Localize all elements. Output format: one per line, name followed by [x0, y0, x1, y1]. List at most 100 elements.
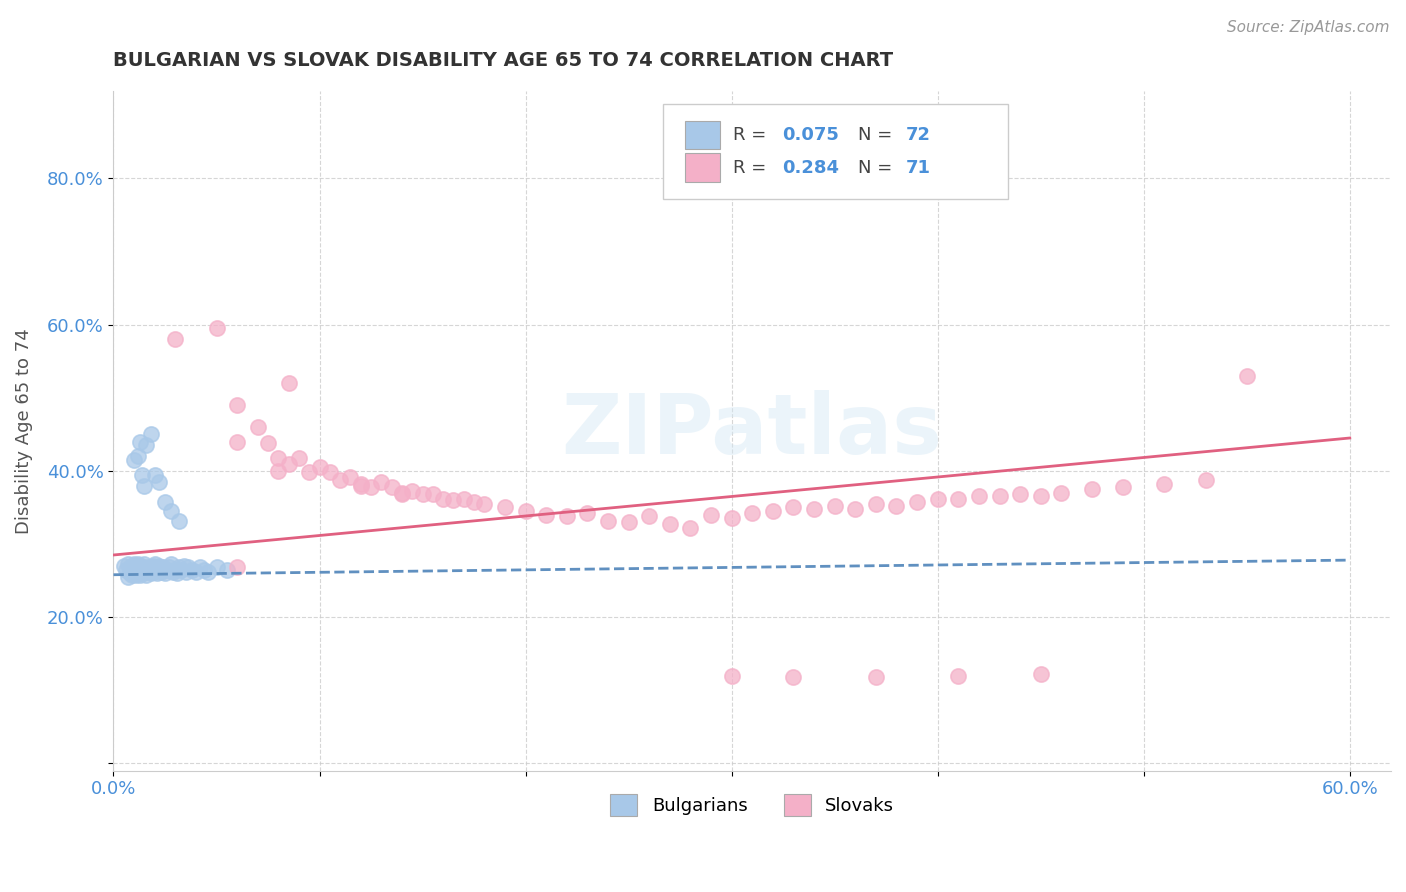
Point: [967, 490, 990, 504]
FancyBboxPatch shape: [662, 104, 1008, 200]
Point: [121, 563, 143, 577]
Point: [391, 486, 413, 500]
Point: [122, 453, 145, 467]
Point: [463, 494, 485, 508]
Point: [173, 558, 195, 573]
Point: [865, 497, 887, 511]
Point: [112, 558, 135, 573]
Point: [215, 563, 238, 577]
Point: [165, 332, 187, 346]
Point: [948, 491, 970, 506]
Point: [160, 504, 183, 518]
Point: [205, 560, 228, 574]
Text: N =: N =: [858, 126, 898, 144]
Point: [948, 668, 970, 682]
Point: [1029, 490, 1052, 504]
Point: [131, 467, 153, 482]
Point: [188, 560, 211, 574]
Point: [679, 521, 702, 535]
Point: [350, 477, 373, 491]
Point: [381, 480, 404, 494]
Point: [165, 563, 187, 577]
Point: [117, 570, 139, 584]
Point: [118, 566, 141, 581]
Text: 71: 71: [905, 159, 931, 177]
Point: [741, 506, 763, 520]
Point: [658, 516, 681, 531]
Point: [267, 450, 290, 465]
Point: [127, 450, 149, 464]
Point: [127, 563, 149, 577]
Point: [474, 497, 496, 511]
Text: BULGARIAN VS SLOVAK DISABILITY AGE 65 TO 74 CORRELATION CHART: BULGARIAN VS SLOVAK DISABILITY AGE 65 TO…: [114, 51, 894, 70]
Point: [125, 563, 148, 577]
Point: [205, 321, 228, 335]
Point: [1050, 486, 1073, 500]
Point: [762, 504, 785, 518]
Text: Source: ZipAtlas.com: Source: ZipAtlas.com: [1226, 20, 1389, 35]
Point: [117, 558, 139, 572]
Point: [319, 466, 342, 480]
Point: [339, 469, 361, 483]
Point: [257, 436, 280, 450]
Point: [139, 427, 162, 442]
Point: [370, 475, 392, 489]
Point: [153, 494, 176, 508]
Point: [927, 491, 949, 506]
Point: [142, 565, 165, 579]
Point: [135, 563, 157, 577]
Point: [803, 502, 825, 516]
Point: [122, 565, 145, 579]
Point: [129, 434, 152, 449]
Point: [443, 493, 465, 508]
Point: [617, 515, 640, 529]
Point: [432, 491, 454, 506]
Point: [453, 491, 475, 506]
Point: [494, 500, 516, 515]
Point: [267, 464, 290, 478]
Point: [226, 560, 249, 574]
Point: [638, 509, 661, 524]
Point: [782, 670, 804, 684]
Point: [308, 460, 330, 475]
Point: [160, 558, 183, 572]
Point: [157, 560, 180, 574]
Point: [1194, 473, 1216, 487]
Point: [152, 560, 174, 574]
Point: [174, 565, 197, 579]
Point: [115, 563, 138, 577]
Point: [162, 565, 184, 579]
FancyBboxPatch shape: [685, 120, 720, 149]
Point: [197, 565, 219, 579]
Point: [122, 558, 145, 572]
Point: [129, 567, 152, 582]
Point: [1010, 487, 1032, 501]
Point: [534, 508, 557, 522]
Point: [1153, 477, 1175, 491]
Legend: Bulgarians, Slovaks: Bulgarians, Slovaks: [603, 787, 901, 822]
Point: [169, 560, 191, 574]
Point: [143, 563, 166, 577]
Point: [125, 558, 148, 573]
Point: [125, 567, 148, 582]
Point: [118, 560, 141, 574]
Point: [145, 566, 167, 581]
Point: [134, 558, 156, 572]
FancyBboxPatch shape: [685, 153, 720, 182]
Point: [148, 475, 170, 489]
Text: 72: 72: [905, 126, 931, 144]
Point: [135, 438, 157, 452]
Point: [1029, 667, 1052, 681]
Point: [1081, 482, 1104, 496]
Point: [180, 563, 202, 577]
Point: [1112, 480, 1135, 494]
Point: [149, 565, 172, 579]
Point: [184, 565, 207, 579]
Point: [127, 566, 149, 581]
Point: [135, 567, 157, 582]
Text: 0.284: 0.284: [782, 159, 838, 177]
Point: [720, 511, 742, 525]
Point: [422, 487, 444, 501]
Point: [142, 558, 165, 573]
Point: [131, 566, 153, 581]
